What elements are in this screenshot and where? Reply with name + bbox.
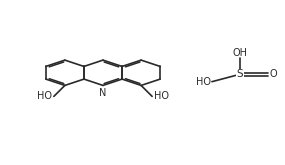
- Text: HO: HO: [154, 91, 168, 101]
- Text: S: S: [237, 69, 243, 79]
- Text: O: O: [269, 69, 277, 79]
- Text: HO: HO: [37, 91, 52, 101]
- Text: N: N: [99, 88, 107, 98]
- Text: HO: HO: [196, 77, 211, 87]
- Text: OH: OH: [232, 48, 247, 58]
